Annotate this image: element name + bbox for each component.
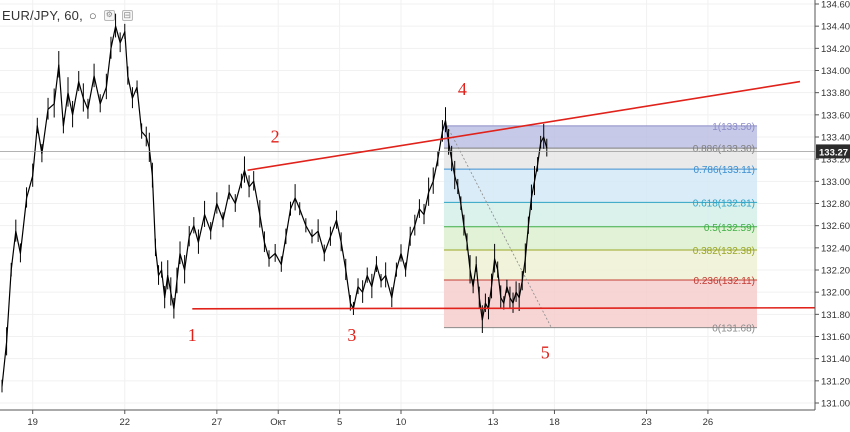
lower-support-line[interactable] — [192, 306, 850, 310]
y-axis-area[interactable] — [815, 0, 850, 410]
settings-icon[interactable]: ⚙ — [103, 9, 115, 21]
x-tick-label: 23 — [641, 417, 652, 428]
wave-label-4: 4 — [458, 79, 467, 99]
upper-trend-line[interactable] — [247, 80, 801, 172]
y-tick-label: 133.80 — [821, 88, 850, 99]
y-tick-label: 133.40 — [821, 133, 850, 144]
current-price-tag — [816, 144, 850, 159]
y-tick-label: 132.40 — [821, 243, 850, 254]
wave-label-1: 1 — [188, 325, 197, 345]
y-tick-label: 134.20 — [821, 44, 850, 55]
fib-band — [443, 279, 758, 328]
fib-band — [443, 202, 758, 227]
x-axis-area[interactable] — [0, 410, 850, 432]
x-tick-label: 27 — [212, 417, 223, 428]
fib-band — [443, 148, 758, 170]
fib-level-label: 0.618(132.81) — [693, 198, 755, 209]
current-price-label: 133.27 — [819, 147, 848, 158]
x-tick-label: 26 — [703, 417, 714, 428]
fib-level-label: 0.786(133.11) — [693, 165, 755, 176]
y-tick-label: 131.80 — [821, 310, 850, 321]
y-tick-label: 131.60 — [821, 332, 850, 343]
x-tick-label: 5 — [337, 417, 342, 428]
symbol-label[interactable]: EUR/JPY, 60, — [2, 7, 83, 23]
y-tick-label: 132.20 — [821, 266, 850, 277]
fib-level-label: 0.236(132.11) — [693, 276, 755, 287]
collapse-icon[interactable]: ⊟ — [121, 9, 133, 21]
fib-level-label: 0(131.68) — [712, 324, 755, 335]
y-tick-label: 134.60 — [821, 0, 850, 11]
wave-label-5: 5 — [541, 343, 550, 363]
x-tick-label: 19 — [27, 417, 38, 428]
fib-level-label: 0.886(133.30) — [693, 144, 755, 155]
y-tick-label: 133.60 — [821, 110, 850, 121]
y-tick-label: 132.60 — [821, 221, 850, 232]
x-tick-label: 10 — [396, 417, 407, 428]
y-tick-label: 134.40 — [821, 22, 850, 33]
y-tick-label: 132.00 — [821, 288, 850, 299]
y-tick-label: 131.40 — [821, 354, 850, 365]
fib-level-label: 1(133.50) — [712, 122, 755, 133]
x-tick-label: 22 — [119, 417, 130, 428]
fib-trend-line — [446, 125, 552, 328]
x-tick-label: 13 — [488, 417, 499, 428]
y-tick-label: 131.20 — [821, 376, 850, 387]
y-tick-label: 133.20 — [821, 155, 850, 166]
fib-band — [443, 125, 758, 149]
fib-band — [443, 226, 758, 251]
fib-level-label: 0.382(132.38) — [693, 246, 755, 257]
x-tick-label: 18 — [549, 417, 560, 428]
y-tick-label: 133.00 — [821, 177, 850, 188]
y-tick-label: 132.80 — [821, 199, 850, 210]
price-series[interactable] — [1, 25, 548, 387]
wave-label-2: 2 — [271, 127, 280, 147]
chart-header: EUR/JPY, 60, ○ ⚙ ⊟ — [2, 6, 133, 24]
fib-level-label: 0.5(132.59) — [704, 223, 755, 234]
y-tick-label: 134.00 — [821, 66, 850, 77]
y-tick-label: 131.00 — [821, 399, 850, 410]
status-dot-icon: ○ — [88, 7, 97, 23]
fib-band — [443, 169, 758, 203]
wave-label-3: 3 — [347, 325, 356, 345]
x-tick-label: Окт — [270, 417, 287, 428]
